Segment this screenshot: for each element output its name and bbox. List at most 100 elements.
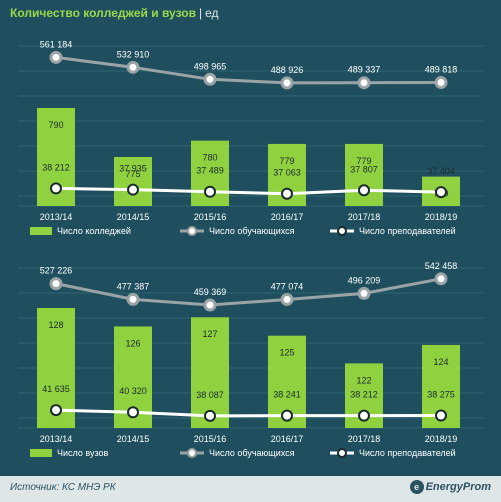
teachers-point [358, 409, 370, 422]
teachers-value-label: 37 489 [196, 166, 224, 176]
bar-value-label: 790 [48, 120, 63, 130]
students-value-label: 477 387 [117, 281, 150, 291]
teachers-value-label: 37 807 [350, 164, 378, 174]
students-line [55, 277, 442, 307]
students-point [357, 76, 371, 90]
students-value-label: 561 184 [40, 39, 73, 49]
teachers-value-label: 38 212 [42, 162, 70, 172]
teachers-point [204, 185, 216, 198]
bar-value-label: 127 [202, 329, 217, 339]
teachers-point [281, 409, 293, 422]
students-value-label: 477 074 [271, 281, 304, 291]
teachers-point [127, 406, 139, 419]
bar [191, 317, 229, 428]
bar-value-label: 125 [279, 348, 294, 358]
energyprom-logo-icon: e [409, 480, 424, 494]
brand-name: EnergyProm [425, 481, 491, 493]
title-unit: ед [205, 6, 219, 20]
teachers-value-label: 38 212 [350, 390, 378, 400]
teachers-line [55, 408, 442, 418]
teachers-value-label: 37 404 [427, 166, 455, 176]
legend-label: Число преподавателей [359, 448, 456, 458]
students-value-label: 459 369 [194, 287, 227, 297]
source-note: Источник: КС МНЭ РК [10, 482, 116, 493]
students-value-label: 496 209 [348, 275, 381, 285]
students-point [49, 50, 63, 64]
bar-value-label: 122 [356, 375, 371, 385]
students-point [49, 277, 63, 291]
x-tick-label: 2015/16 [194, 212, 227, 222]
legend-label: Число обучающихся [209, 226, 295, 236]
legend-students-marker [187, 226, 197, 236]
legend-teachers-marker [337, 448, 347, 458]
x-tick-label: 2013/14 [40, 434, 73, 444]
bar-value-label: 128 [48, 320, 63, 330]
legend-teachers-marker [337, 226, 347, 236]
footer: Источник: КС МНЭ РК e EnergyProm [0, 476, 501, 502]
legend-label: Число вузов [57, 448, 108, 458]
bar-value-label: 779 [279, 156, 294, 166]
teachers-value-label: 37 063 [273, 168, 301, 178]
students-value-label: 527 226 [40, 266, 73, 276]
students-value-label: 489 337 [348, 65, 381, 75]
students-point [434, 272, 448, 286]
legend-label: Число обучающихся [209, 448, 295, 458]
students-point [203, 298, 217, 312]
teachers-point [127, 183, 139, 196]
students-line [55, 55, 442, 85]
legend-bar-swatch [30, 227, 52, 235]
bar [114, 157, 152, 206]
page-title: Количество колледжей и вузов | ед [10, 6, 219, 20]
students-point [126, 60, 140, 74]
x-tick-label: 2018/19 [425, 212, 458, 222]
universities-chart: 128 126 127 125 122 124 527 226 477 387 459 369 4… [18, 261, 483, 458]
bar-value-label: 775 [125, 169, 140, 179]
teachers-point [358, 184, 370, 197]
teachers-point [435, 409, 447, 422]
legend-label: Число колледжей [57, 226, 131, 236]
students-value-label: 542 458 [425, 261, 458, 271]
x-tick-label: 2014/15 [117, 212, 150, 222]
teachers-point [281, 187, 293, 200]
students-point [280, 76, 294, 90]
teachers-value-label: 38 275 [427, 390, 455, 400]
teachers-value-label: 37 935 [119, 164, 147, 174]
students-value-label: 489 818 [425, 65, 458, 75]
teachers-point [50, 182, 62, 195]
students-point [280, 292, 294, 306]
x-tick-label: 2016/17 [271, 212, 304, 222]
x-tick-label: 2016/17 [271, 434, 304, 444]
students-point [434, 76, 448, 90]
x-tick-label: 2015/16 [194, 434, 227, 444]
teachers-value-label: 40 320 [119, 386, 147, 396]
teachers-value-label: 38 087 [196, 390, 224, 400]
title-separator: | [198, 6, 203, 20]
students-point [357, 286, 371, 300]
teachers-value-label: 41 635 [42, 384, 70, 394]
teachers-line [55, 186, 442, 196]
teachers-value-label: 38 241 [273, 390, 301, 400]
bar-value-label: 124 [433, 357, 448, 367]
students-point [203, 72, 217, 86]
teachers-point [204, 409, 216, 422]
students-value-label: 488 926 [271, 65, 304, 75]
title-text: Количество колледжей и вузов [10, 6, 196, 20]
bar-value-label: 126 [125, 338, 140, 348]
x-tick-label: 2014/15 [117, 434, 150, 444]
brand-logo: e EnergyProm [409, 480, 491, 494]
students-point [126, 292, 140, 306]
bar-value-label: 780 [202, 153, 217, 163]
students-value-label: 532 910 [117, 49, 150, 59]
teachers-point [435, 186, 447, 199]
x-tick-label: 2017/18 [348, 434, 381, 444]
students-value-label: 498 965 [194, 61, 227, 71]
legend-students-marker [187, 448, 197, 458]
bar [345, 143, 383, 206]
legend-label: Число преподавателей [359, 226, 456, 236]
legend-bar-swatch [30, 449, 52, 457]
bar-value-label: 779 [356, 156, 371, 166]
x-tick-label: 2017/18 [348, 212, 381, 222]
teachers-point [50, 404, 62, 417]
